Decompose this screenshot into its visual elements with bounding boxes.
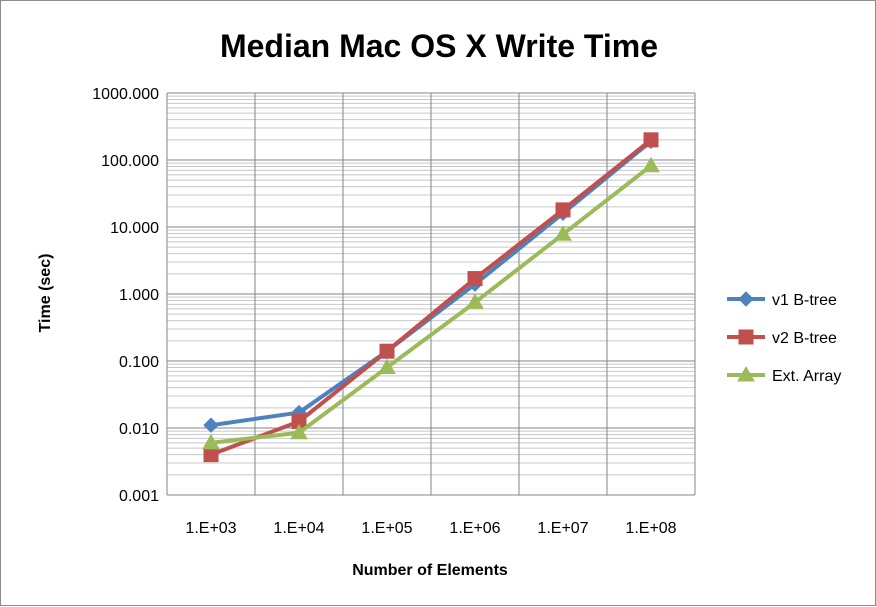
data-point-v2-b-tree	[555, 202, 571, 218]
legend-label-v2-b-tree: v2 B-tree	[772, 330, 837, 347]
grid-lines	[166, 92, 696, 496]
series-lines	[202, 132, 660, 463]
legend: v1 B-tree v2 B-tree Ext. Array	[727, 291, 841, 385]
x-tick-label: 1.E+05	[361, 520, 412, 537]
x-tick-label: 1.E+04	[273, 520, 324, 537]
axes	[166, 93, 695, 496]
legend-label-ext-array: Ext. Array	[772, 368, 841, 385]
data-point-ext-array	[466, 293, 484, 309]
tick-labels: 0.001 0.010 0.100 1.000 10.000 100.000 1000.00…	[92, 86, 676, 537]
legend-marker-ext-array	[737, 365, 755, 382]
y-tick-label: 100.000	[101, 153, 159, 170]
x-tick-label: 1.E+03	[185, 520, 236, 537]
data-point-ext-array	[378, 358, 396, 374]
y-axis-title: Time (sec)	[37, 254, 54, 333]
data-point-v2-b-tree	[643, 132, 659, 148]
legend-marker-v1-b-tree	[738, 291, 754, 307]
x-tick-label: 1.E+07	[537, 520, 588, 537]
data-point-ext-array	[642, 156, 660, 173]
series-line-v2-b-tree	[210, 138, 653, 457]
legend-marker-v2-b-tree	[738, 329, 754, 345]
data-point-ext-array	[554, 225, 572, 241]
data-point-v2-b-tree	[467, 271, 483, 287]
x-tick-label: 1.E+08	[625, 520, 676, 537]
y-tick-label: 0.001	[119, 488, 159, 505]
y-tick-label: 0.100	[119, 354, 159, 371]
x-axis-title: Number of Elements	[352, 562, 508, 579]
legend-label-v1-b-tree: v1 B-tree	[772, 292, 837, 309]
x-tick-label: 1.E+06	[449, 520, 500, 537]
data-point-ext-array	[290, 423, 308, 440]
chart-title: Median Mac OS X Write Time	[220, 28, 658, 64]
y-tick-label: 10.000	[110, 220, 159, 237]
y-tick-label: 0.010	[119, 421, 159, 438]
y-tick-label: 1.000	[119, 287, 159, 304]
series-line-ext-array	[210, 164, 653, 445]
series-line-v1-b-tree	[210, 139, 653, 428]
data-point-v2-b-tree	[203, 447, 219, 463]
data-point-v2-b-tree	[379, 343, 395, 359]
data-point-ext-array	[202, 433, 220, 450]
y-tick-label: 1000.000	[92, 86, 159, 103]
data-point-v1-b-tree	[203, 417, 219, 433]
